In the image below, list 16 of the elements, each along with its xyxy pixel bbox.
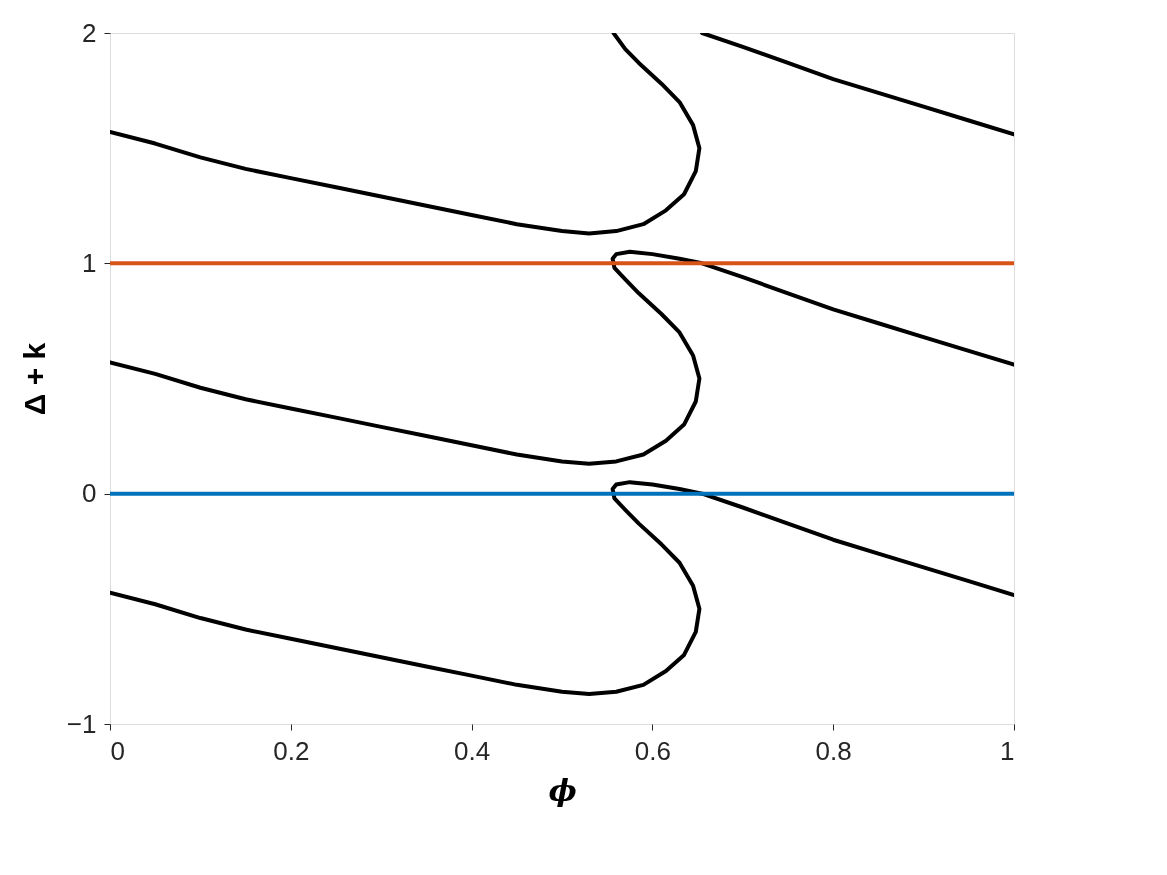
y-tick-label: 2 [82, 17, 97, 48]
x-axis-title: ϕ [548, 772, 577, 808]
y-tick-label: 1 [82, 247, 97, 278]
y-tick-label: −1 [66, 708, 97, 739]
x-tick-label: 0.6 [634, 735, 671, 766]
x-tick-label: 1 [1000, 735, 1015, 766]
x-tick-label: 0.8 [815, 735, 852, 766]
x-tick-label: 0 [110, 735, 125, 766]
line-series [110, 249, 1014, 466]
line-series [110, 33, 702, 236]
line-series [110, 480, 1014, 697]
x-tick-label: 0.2 [273, 735, 310, 766]
y-tick-label: 0 [82, 478, 97, 509]
line-series [700, 33, 1014, 137]
x-tick-label: 0.4 [454, 735, 491, 766]
y-axis-title: Δ + k [17, 342, 51, 416]
